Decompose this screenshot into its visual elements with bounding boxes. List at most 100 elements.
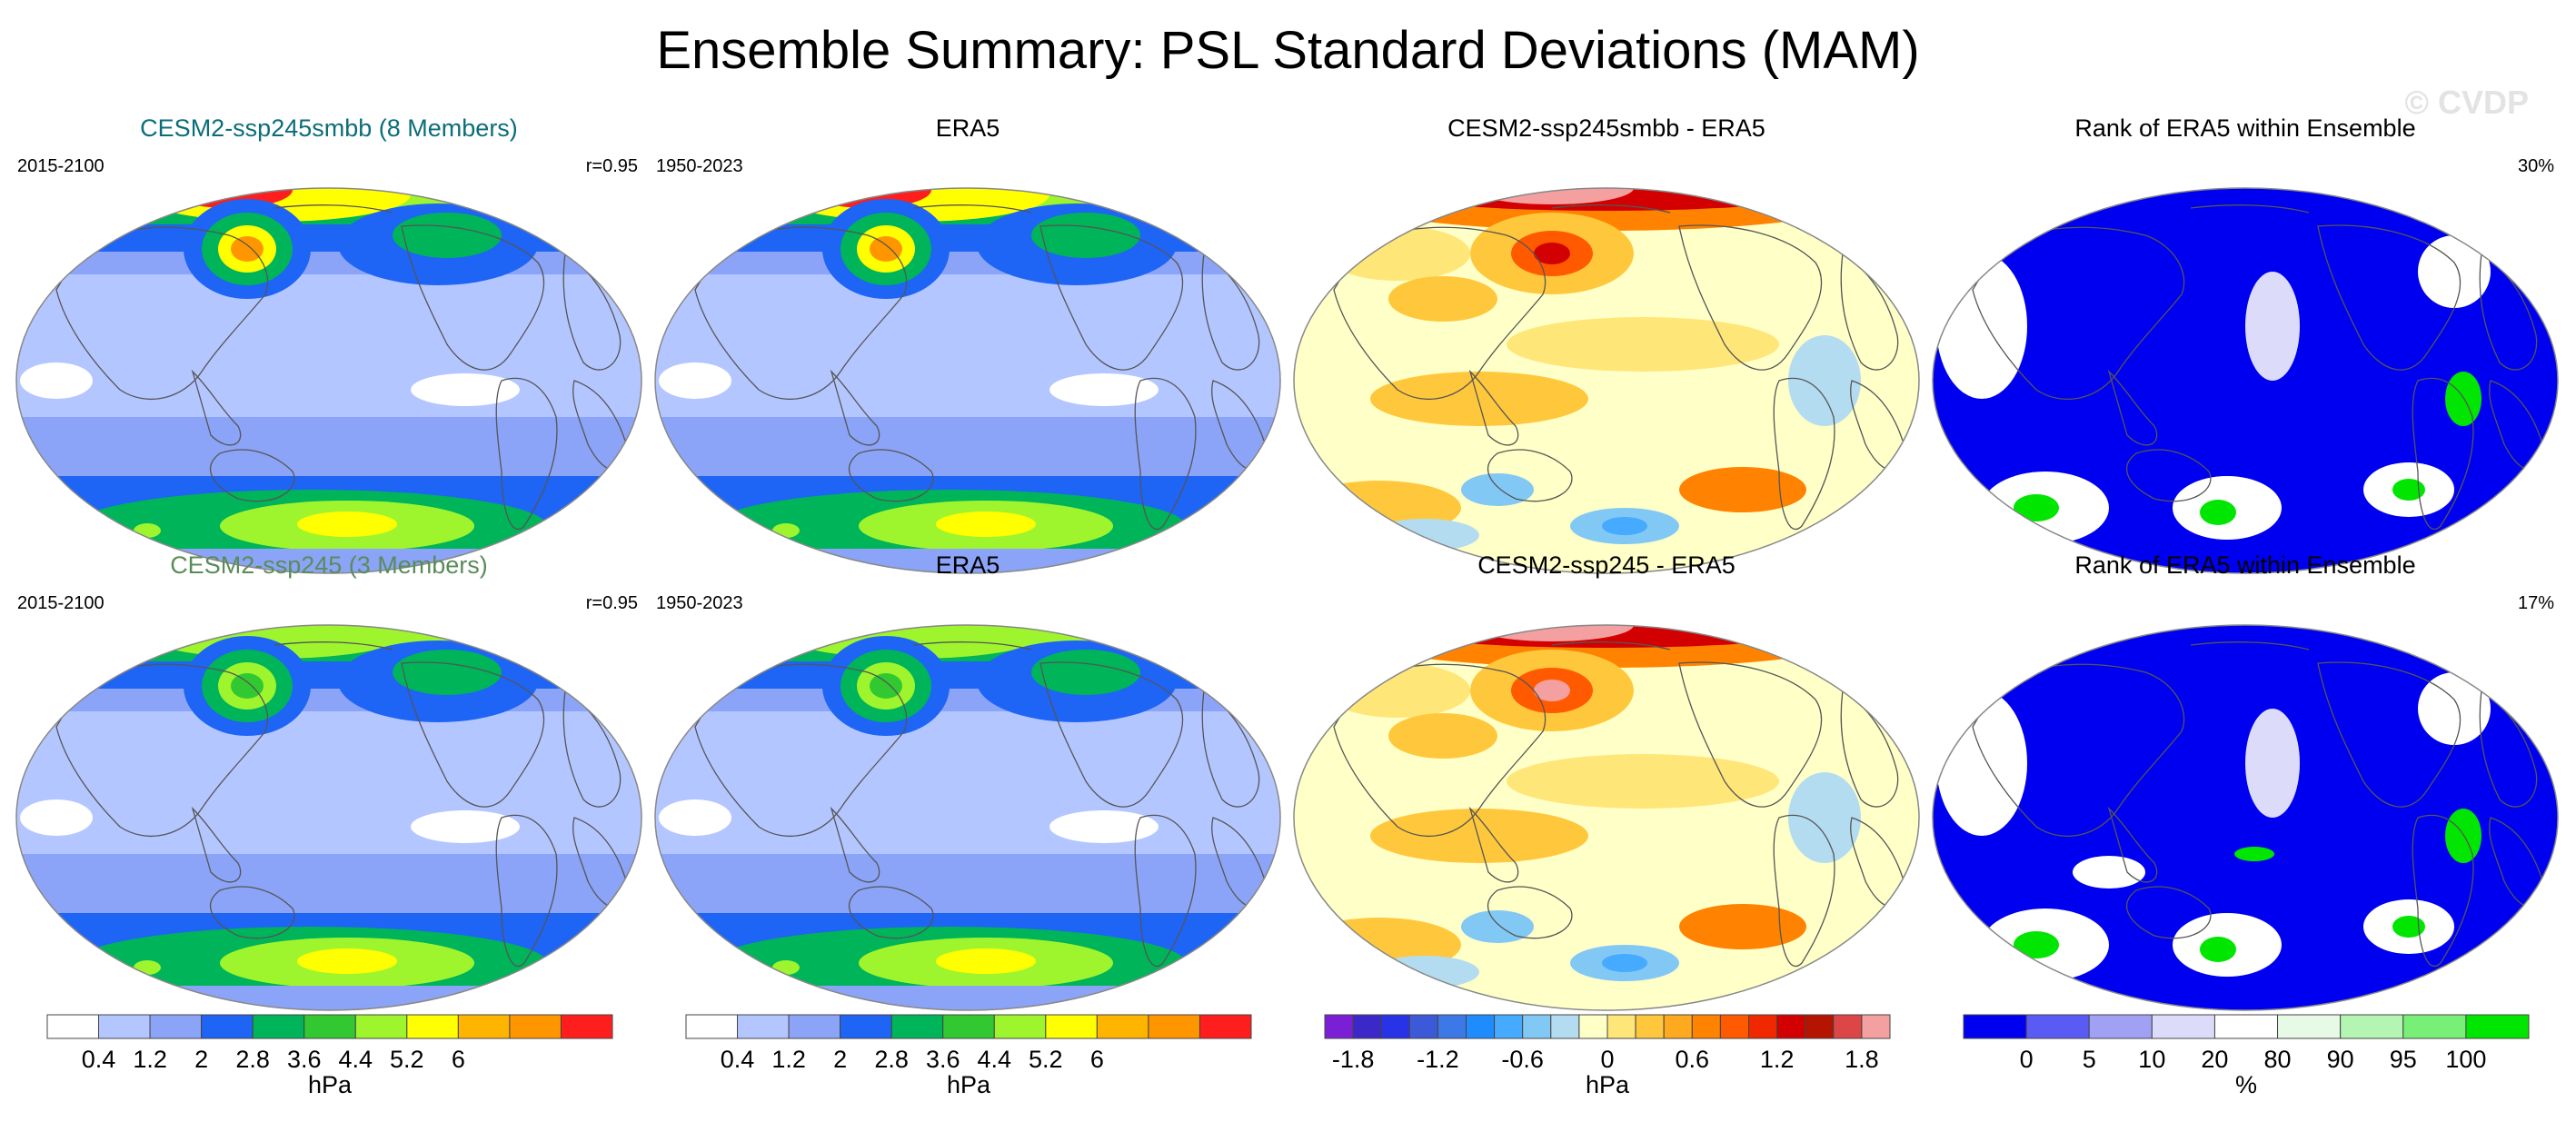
std-map xyxy=(654,624,1281,1011)
colorbar-swatch xyxy=(1776,1014,1806,1039)
panel-title: Rank of ERA5 within Ensemble xyxy=(2074,114,2416,142)
southern-band-5-2 xyxy=(936,511,1036,537)
rank-map xyxy=(1932,624,2559,1011)
tropical-minimum-west xyxy=(659,362,731,399)
colorbar-swatch xyxy=(737,1014,790,1039)
atlantic-cool-band xyxy=(1788,772,1861,863)
colorbar-swatch xyxy=(1691,1014,1721,1039)
colorbar-swatch xyxy=(1635,1014,1665,1039)
colorbar-swatch xyxy=(1324,1014,1354,1039)
colorbar-tick-label: 0.4 xyxy=(721,1046,755,1073)
colorbar-tick-label: 1.2 xyxy=(133,1046,167,1073)
colorbar-swatch xyxy=(1096,1014,1149,1039)
map-outline xyxy=(654,187,1281,574)
colorbar-tick-label: 4.4 xyxy=(977,1046,1011,1073)
tropical-minimum-west xyxy=(20,799,93,836)
colorbar: 0 5 10 20 80 90 95 100% xyxy=(1963,1014,2530,1098)
north-pacific-core xyxy=(870,236,902,262)
asia-band xyxy=(1325,663,1470,718)
colorbar-swatch xyxy=(1045,1014,1098,1039)
colorbar-tick-label: 1.8 xyxy=(1845,1046,1879,1073)
southern-cool-band xyxy=(1461,473,1534,506)
colorbar-tick-label: 6 xyxy=(452,1046,465,1073)
southern-warm-core xyxy=(1679,467,1806,512)
colorbar-swatch xyxy=(1352,1014,1382,1039)
colorbar-swatch xyxy=(560,1014,613,1039)
map-outline xyxy=(1293,187,1920,574)
tropical-band xyxy=(1507,754,1779,809)
rank-patch-green-4 xyxy=(2392,916,2425,938)
rank-patch-green-2 xyxy=(2200,937,2236,962)
colorbar-tick-label: 3.6 xyxy=(926,1046,960,1073)
colorbar-swatch xyxy=(1380,1014,1410,1039)
north-pacific-core xyxy=(870,673,902,699)
southern-cool-core xyxy=(1602,517,1647,535)
colorbar-tick-label: 95 xyxy=(2390,1046,2417,1073)
colorbar-tick-label: 0 xyxy=(2020,1046,2034,1073)
colorbar-swatch xyxy=(942,1014,995,1039)
colorbar-swatch xyxy=(1748,1014,1778,1039)
pattern-correlation-label: r=0.95 xyxy=(585,156,638,176)
colorbar: -1.8 -1.2 -0.6 0 0.6 1.2 1.8 hPa xyxy=(1324,1014,1891,1098)
colorbar-tick-label: 20 xyxy=(2201,1046,2228,1073)
rank-patch-green-5 xyxy=(2234,847,2274,861)
colorbar-tick-label: 5 xyxy=(2083,1046,2096,1073)
north-atlantic-core xyxy=(393,213,502,258)
std-map xyxy=(15,187,642,574)
colorbar-swatch xyxy=(1719,1014,1749,1039)
atlantic-cool-band xyxy=(1788,335,1861,426)
tropical-band xyxy=(1507,317,1779,372)
colorbar-tick-label: 80 xyxy=(2264,1046,2292,1073)
colorbar-tick-label: 5.2 xyxy=(390,1046,424,1073)
panel-title: CESM2-ssp245 (3 Members) xyxy=(170,551,488,579)
colorbar-swatch xyxy=(685,1014,739,1039)
map-outline xyxy=(15,624,642,1011)
pacific-warm-band xyxy=(1370,372,1588,426)
colorbar-swatch xyxy=(1606,1014,1636,1039)
colorbar-tick-label: 0.6 xyxy=(1676,1046,1710,1073)
cvdp-watermark: © CVDP xyxy=(2404,84,2529,121)
rank-percent-label: 30% xyxy=(2517,156,2554,176)
colorbar-swatch xyxy=(46,1014,100,1039)
colorbar-swatch xyxy=(1805,1014,1835,1039)
colorbar-tick-label: 3.6 xyxy=(287,1046,322,1073)
rank-patch-white xyxy=(1936,690,2027,836)
tropical-minimum xyxy=(411,810,520,843)
colorbar-swatch xyxy=(2025,1014,2090,1039)
coastlines xyxy=(1333,204,1907,531)
colorbar-swatch xyxy=(303,1014,356,1039)
colorbar-tick-label: 100 xyxy=(2445,1046,2486,1073)
pattern-correlation-label: r=0.95 xyxy=(585,593,638,613)
arctic-maximum xyxy=(138,625,411,659)
colorbar: 0.4 1.2 2 2.8 3.6 4.4 5.2 6 hPa xyxy=(685,1014,1252,1098)
colorbar-unit: hPa xyxy=(308,1071,353,1098)
colorbar-swatch xyxy=(2213,1014,2279,1039)
colorbar-tick-label: 10 xyxy=(2138,1046,2165,1073)
north-pacific-core xyxy=(1534,680,1570,701)
colorbar-tick-label: -1.2 xyxy=(1417,1046,1459,1073)
tropical-minimum-west xyxy=(20,362,93,399)
colorbar-unit: % xyxy=(2235,1071,2257,1098)
southern-band-5-2 xyxy=(936,948,1036,974)
antarctic-band xyxy=(655,986,1280,1010)
southern-patch xyxy=(772,960,800,975)
north-pacific-core xyxy=(1534,243,1570,264)
rank-patch-lavender xyxy=(2245,272,2300,381)
southern-patch xyxy=(134,960,161,975)
rank-patch-tropics xyxy=(2073,856,2145,889)
colorbar-swatch xyxy=(840,1014,892,1039)
colorbar-swatch xyxy=(1963,1014,2027,1039)
colorbar-tick-label: 6 xyxy=(1090,1046,1104,1073)
colorbar-tick-label: 2 xyxy=(194,1046,208,1073)
colorbar-swatch xyxy=(890,1014,944,1039)
diff-map xyxy=(1293,624,1920,1011)
colorbar-tick-label: 4.4 xyxy=(338,1046,373,1073)
panel-title: ERA5 xyxy=(935,114,1000,142)
rank-patch-white-2 xyxy=(2418,672,2491,745)
colorbar-swatch xyxy=(252,1014,305,1039)
colorbar-swatch xyxy=(1494,1014,1524,1039)
colorbar-tick-label: -0.6 xyxy=(1501,1046,1544,1073)
north-atlantic-core xyxy=(393,650,502,695)
coastlines xyxy=(694,641,1268,968)
colorbar-tick-label: 1.2 xyxy=(1760,1046,1795,1073)
